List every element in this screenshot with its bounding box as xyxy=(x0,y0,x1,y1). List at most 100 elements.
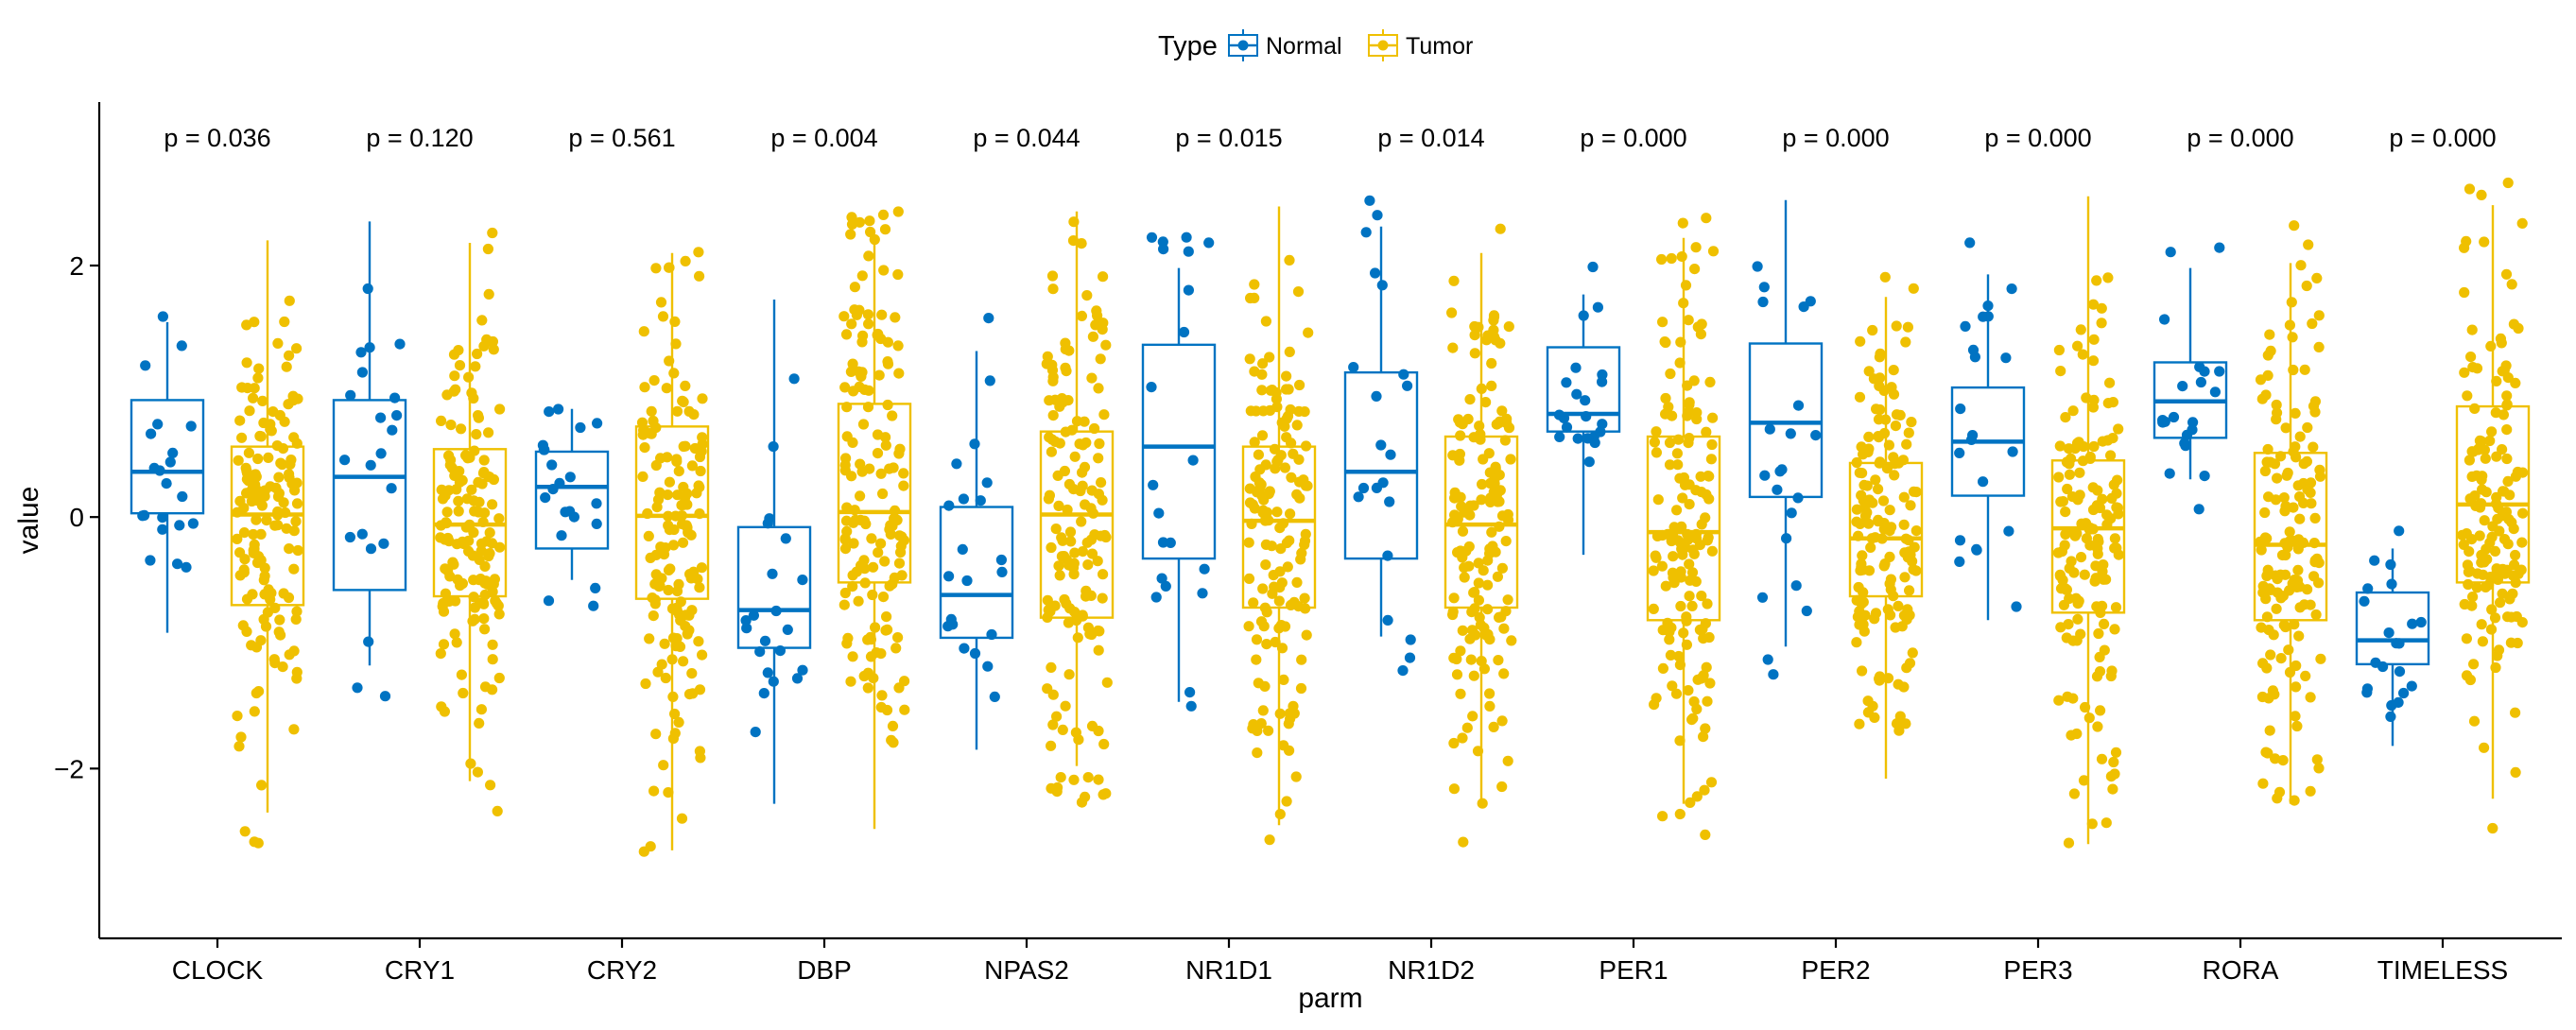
data-point xyxy=(1882,604,1893,615)
data-point xyxy=(466,484,477,495)
data-point xyxy=(697,393,708,404)
data-point xyxy=(2307,318,2318,330)
data-point xyxy=(1480,335,1493,346)
data-point xyxy=(644,633,655,644)
data-point xyxy=(187,518,199,529)
data-point xyxy=(485,780,496,791)
data-point xyxy=(476,315,488,326)
x-tick-label: CRY2 xyxy=(587,955,657,985)
data-point xyxy=(288,563,300,575)
data-point xyxy=(2199,366,2210,377)
data-point xyxy=(1457,732,1468,744)
data-point xyxy=(272,337,284,349)
data-point xyxy=(167,447,179,458)
data-point xyxy=(1096,477,1107,489)
data-point xyxy=(2067,405,2079,417)
data-point xyxy=(2510,766,2521,779)
data-point xyxy=(1854,718,1865,730)
data-point xyxy=(2006,283,2017,295)
data-point xyxy=(1249,503,1260,514)
data-point xyxy=(1281,384,1292,395)
data-point xyxy=(2314,464,2325,475)
y-tick-label: −2 xyxy=(54,754,84,783)
data-point xyxy=(2464,674,2476,686)
data-point xyxy=(1688,695,1700,708)
data-point xyxy=(2471,582,2482,593)
data-point xyxy=(487,499,498,510)
data-point xyxy=(1462,413,1474,425)
data-point xyxy=(2257,658,2269,669)
data-point xyxy=(862,309,874,320)
data-point xyxy=(2512,637,2523,649)
data-point xyxy=(1496,562,1508,574)
legend-key-normal xyxy=(1228,29,1258,61)
data-point xyxy=(2489,612,2501,624)
data-point xyxy=(655,297,667,308)
data-point xyxy=(467,550,478,561)
data-point xyxy=(839,543,852,555)
data-point xyxy=(453,495,464,506)
data-point xyxy=(240,462,251,473)
data-point xyxy=(869,233,880,246)
data-point xyxy=(1786,507,1797,519)
data-point xyxy=(2060,528,2071,541)
data-point xyxy=(2300,670,2311,682)
data-point xyxy=(252,453,264,465)
data-point xyxy=(233,741,245,752)
data-point xyxy=(592,418,603,429)
data-point xyxy=(2498,534,2511,545)
data-point xyxy=(1257,583,1269,594)
data-point xyxy=(656,659,667,670)
data-point xyxy=(1960,320,1971,332)
data-point xyxy=(2104,377,2116,388)
data-point xyxy=(673,716,684,729)
data-point xyxy=(2165,247,2176,258)
data-point xyxy=(684,569,696,580)
data-point xyxy=(982,661,994,672)
data-point xyxy=(1357,482,1370,494)
data-point xyxy=(2474,530,2485,541)
data-point xyxy=(1592,301,1603,313)
data-point xyxy=(386,483,397,494)
data-point xyxy=(274,409,285,421)
data-point xyxy=(1707,246,1720,257)
data-point xyxy=(1291,489,1303,500)
data-point xyxy=(251,495,263,506)
data-point xyxy=(235,731,247,743)
data-point xyxy=(2106,492,2118,505)
data-point xyxy=(2108,479,2119,490)
data-point xyxy=(1254,464,1266,475)
data-point xyxy=(174,520,185,531)
data-point xyxy=(1665,649,1676,661)
data-point xyxy=(859,563,871,575)
data-point xyxy=(2072,340,2083,352)
data-point xyxy=(1371,390,1382,402)
data-point xyxy=(2096,302,2107,314)
data-point xyxy=(274,614,285,626)
data-point xyxy=(674,641,686,653)
data-point xyxy=(838,311,850,322)
data-point xyxy=(648,375,660,386)
data-point xyxy=(1473,577,1484,589)
data-point xyxy=(671,455,683,467)
data-point xyxy=(344,531,355,543)
data-point xyxy=(2305,692,2316,703)
data-point xyxy=(1503,422,1515,434)
data-point xyxy=(1657,662,1668,675)
data-point xyxy=(1257,705,1269,716)
data-point xyxy=(487,654,498,665)
data-point xyxy=(659,638,670,649)
data-point xyxy=(2000,352,2012,364)
data-point xyxy=(1245,292,1256,304)
data-point xyxy=(858,555,870,566)
data-point xyxy=(640,678,651,690)
data-point xyxy=(1498,623,1510,634)
data-point xyxy=(441,506,453,518)
box xyxy=(130,399,205,515)
data-point xyxy=(1276,577,1288,589)
p-value-label: p = 0.014 xyxy=(1377,124,1484,152)
data-point xyxy=(1261,639,1272,650)
box xyxy=(2455,404,2531,584)
data-point xyxy=(693,247,704,258)
data-point xyxy=(1902,552,1913,563)
